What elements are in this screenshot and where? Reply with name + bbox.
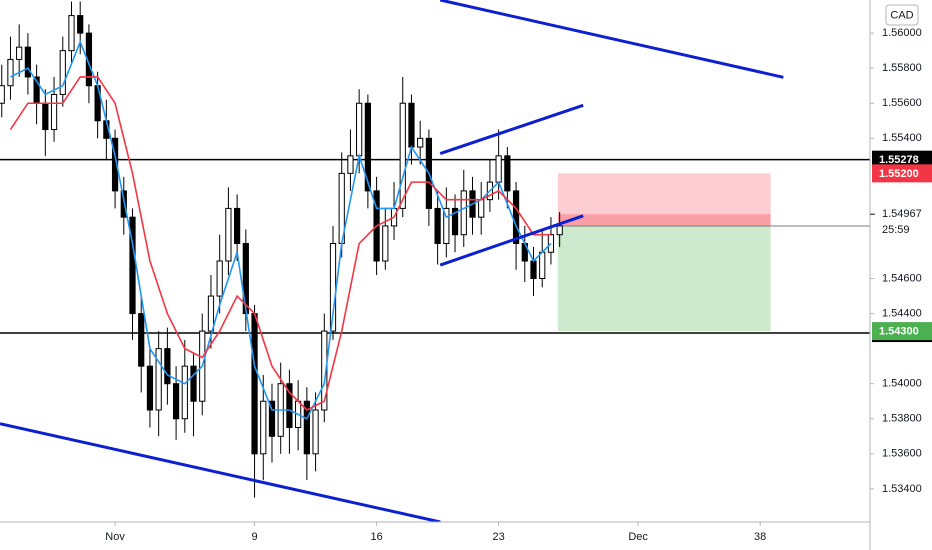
candle-body (504, 155, 511, 192)
price-label: 1.55278 (879, 154, 919, 166)
plot-area (0, 0, 870, 522)
candle-body (312, 409, 319, 455)
trendline (439, 103, 584, 155)
candle-body (77, 15, 84, 34)
y-tick-label: 1.55400 (882, 132, 922, 144)
candle-body (190, 365, 197, 402)
y-tick-label: 1.54000 (882, 378, 922, 390)
x-tick-label: 9 (251, 531, 257, 543)
candle-body (364, 102, 371, 192)
candle-body (512, 190, 520, 244)
y-tick-label: 1.54400 (882, 307, 922, 319)
candle-body (181, 365, 188, 420)
stop-zone (557, 173, 771, 226)
candle-body (129, 216, 136, 315)
price-label-bg (872, 150, 932, 169)
candle-body (495, 155, 502, 183)
candle-body (434, 207, 441, 244)
open-risk (557, 214, 771, 226)
currency: CAD (890, 9, 913, 21)
y-tick-label: 1.54600 (882, 272, 922, 284)
candle-body (216, 260, 223, 297)
price-label-bg (872, 322, 932, 341)
price-label: 1.55200 (879, 168, 919, 180)
candle-body (24, 46, 32, 78)
candle-body (382, 225, 389, 262)
trendline (439, 214, 584, 267)
candle-body (417, 137, 424, 148)
y-tick-label: 1.55800 (882, 62, 922, 74)
y-tick-label: 1.55600 (882, 97, 922, 109)
candle-body (460, 190, 467, 236)
current-price-bg (872, 205, 932, 240)
candle-body (530, 260, 537, 280)
candle-body (233, 207, 241, 244)
target-zone (557, 225, 771, 332)
y-tick-label: 1.53800 (882, 413, 922, 425)
candle-body (138, 313, 145, 367)
candle-body (59, 50, 66, 95)
candle-body (451, 207, 459, 236)
candle-body (172, 383, 180, 420)
moving-average (10, 39, 552, 420)
x-tick-label: Nov (105, 531, 125, 543)
candle-body (251, 313, 258, 455)
candle-body (164, 348, 171, 385)
candle-body (303, 400, 310, 455)
countdown: 25:59 (882, 224, 910, 236)
candle-body (50, 93, 58, 131)
candle-body (321, 330, 328, 411)
candle-body (399, 102, 406, 209)
candle-body (443, 207, 450, 244)
x-tick-label: 23 (493, 531, 505, 543)
candle-body (146, 365, 154, 411)
candle-body (7, 58, 14, 87)
candle-body (268, 400, 276, 437)
candle-body (408, 102, 415, 148)
price-label-bg (872, 164, 932, 183)
candle-body (120, 190, 127, 218)
candle-body (68, 15, 75, 52)
x-tick-label: 16 (370, 531, 382, 543)
candle-body (111, 137, 119, 192)
candle-body (0, 85, 5, 104)
trendline (0, 422, 441, 522)
moving-average (9, 76, 551, 411)
candle-body (155, 348, 162, 411)
candle-body (539, 251, 546, 280)
candle-body (260, 400, 267, 455)
currency-box (885, 4, 919, 26)
x-tick-label: Dec (628, 531, 648, 543)
candle-body (207, 295, 215, 332)
candle-body (225, 207, 232, 262)
candle-body (347, 155, 354, 174)
x-tick-label: 38 (754, 531, 766, 543)
candle-body (16, 46, 23, 60)
candle-body (42, 102, 49, 131)
y-tick-label: 1.53400 (882, 483, 922, 495)
axes: 1.56000 1.55800 1.55600 1.55400 1.54600 1.544… (105, 27, 932, 543)
current-price: 1.54967 (882, 208, 922, 220)
candle-body (556, 225, 563, 236)
y-tick-label: 1.56000 (882, 27, 922, 39)
trendline (439, 0, 784, 79)
price-label: 1.54300 (879, 326, 919, 338)
candle-body (356, 102, 363, 157)
candle-body (286, 383, 293, 429)
candle-body (478, 199, 485, 218)
candle-body (85, 32, 93, 87)
y-tick-label: 1.53600 (882, 448, 922, 460)
